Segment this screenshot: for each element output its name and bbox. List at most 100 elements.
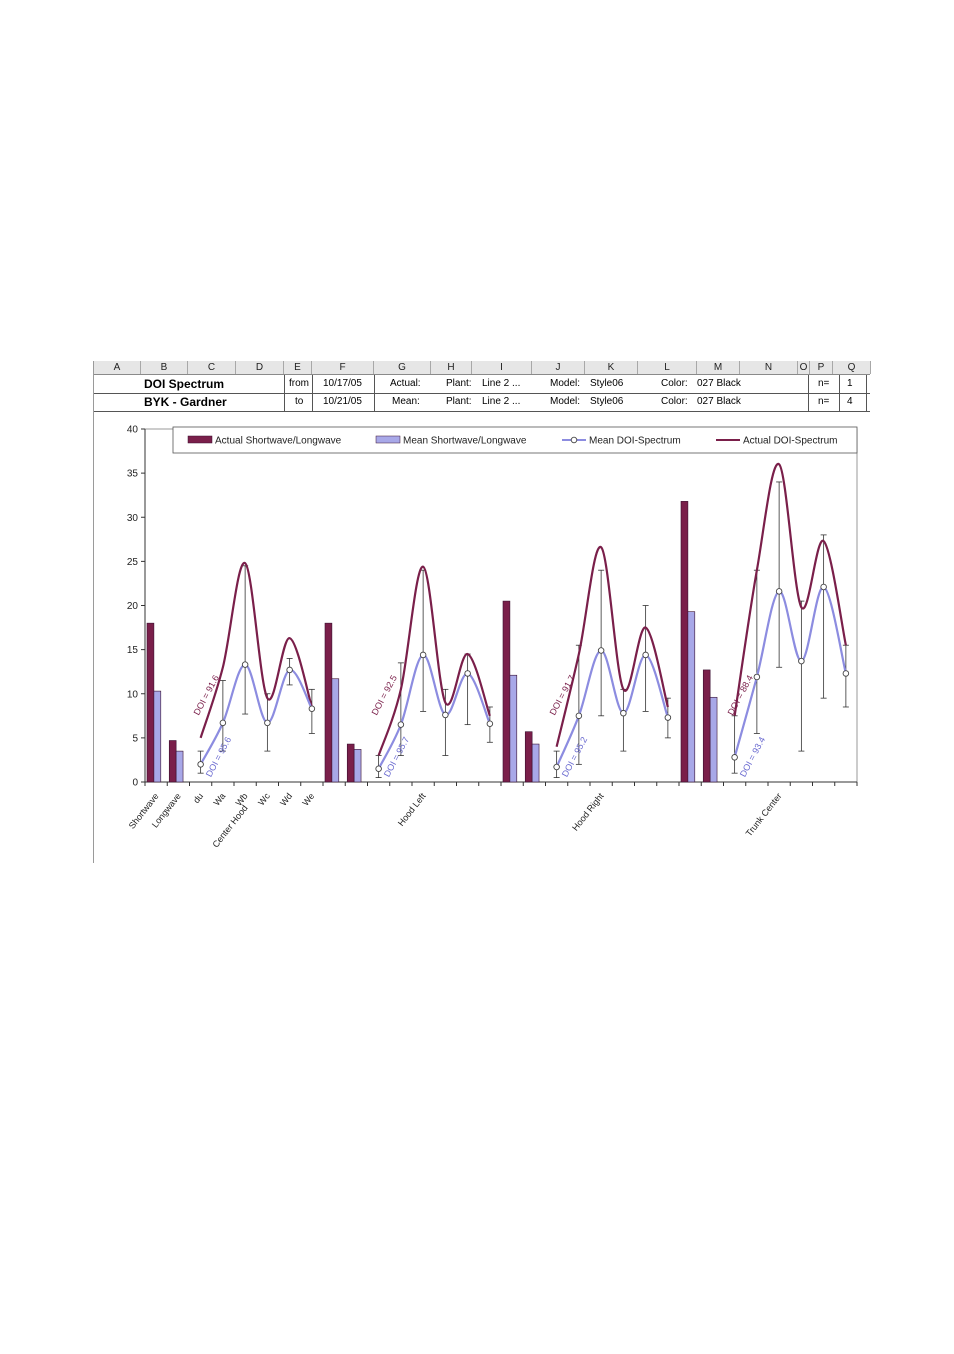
plant-value[interactable]: Line 2 ...: [482, 396, 521, 407]
x-group-label: Center Hood: [210, 803, 249, 849]
y-tick-label: 15: [127, 645, 139, 656]
type-label[interactable]: Mean:: [392, 396, 420, 407]
type-label[interactable]: Actual:: [390, 378, 421, 389]
column-header[interactable]: D: [236, 361, 284, 374]
from-label[interactable]: from: [289, 378, 309, 389]
color-value[interactable]: 027 Black: [697, 396, 741, 407]
x-tick-label: Wc: [256, 791, 272, 808]
y-tick-label: 5: [132, 733, 138, 744]
vendor-title[interactable]: BYK - Gardner: [144, 395, 227, 409]
bar-actual-longwave: [168, 740, 177, 783]
bar-mean-shortwave: [331, 678, 340, 783]
series-actual-doi-spectrum: [733, 463, 847, 716]
point-mean-doi-spectrum: [575, 712, 583, 720]
bar-actual-shortwave: [324, 622, 333, 783]
bar-mean-longwave: [709, 696, 718, 783]
legend-swatch: [187, 435, 213, 444]
column-header[interactable]: K: [585, 361, 638, 374]
color-label[interactable]: Color:: [661, 378, 688, 389]
column-header[interactable]: C: [188, 361, 236, 374]
point-mean-doi-spectrum: [219, 719, 227, 727]
column-header[interactable]: A: [94, 361, 141, 374]
plant-value[interactable]: Line 2 ...: [482, 378, 521, 389]
model-label[interactable]: Model:: [550, 396, 581, 407]
from-date[interactable]: 10/17/05: [323, 378, 362, 389]
y-tick-label: 10: [127, 689, 139, 700]
point-mean-doi-spectrum: [798, 657, 805, 665]
n-value[interactable]: 4: [847, 396, 853, 407]
bar-actual-shortwave: [502, 600, 511, 783]
color-value[interactable]: 027 Black: [697, 378, 741, 389]
legend-label: Mean DOI-Spectrum: [589, 436, 681, 447]
point-mean-doi-spectrum: [197, 761, 204, 768]
point-mean-doi-spectrum: [286, 666, 293, 674]
legend-box: [172, 426, 858, 454]
y-tick-label: 40: [127, 425, 139, 436]
point-mean-doi-spectrum: [731, 754, 738, 761]
bar-mean-shortwave: [687, 611, 696, 783]
column-header[interactable]: N: [740, 361, 798, 374]
y-tick-label: 0: [132, 778, 138, 789]
doi-actual-annotation: DOI = 91.7: [548, 673, 577, 716]
plant-label[interactable]: Plant:: [446, 378, 472, 389]
column-header[interactable]: L: [638, 361, 697, 374]
point-mean-doi-spectrum: [375, 765, 382, 773]
sheet-title[interactable]: DOI Spectrum: [144, 377, 225, 391]
y-tick-label: 20: [127, 601, 139, 612]
y-tick-label: 25: [127, 557, 139, 568]
model-value[interactable]: Style06: [590, 396, 624, 407]
info-row-mean: BYK - Gardner to 10/21/05 Mean: Plant: L…: [94, 393, 870, 412]
series-actual-doi-spectrum: [199, 562, 313, 739]
series-actual-doi-spectrum: [555, 546, 669, 747]
point-mean-doi-spectrum: [419, 651, 427, 659]
point-mean-doi-spectrum: [264, 719, 271, 727]
x-tick-label: Wa: [211, 791, 227, 808]
point-mean-doi-spectrum: [486, 720, 494, 728]
column-header[interactable]: F: [312, 361, 374, 374]
column-header[interactable]: P: [810, 361, 833, 374]
model-value[interactable]: Style06: [590, 378, 624, 389]
doi-mean-annotation: DOI = 95.6: [204, 735, 233, 778]
y-tick-label: 35: [127, 469, 139, 480]
bar-actual-longwave: [702, 669, 711, 783]
x-group-label: Hood Right: [570, 791, 606, 833]
column-header[interactable]: E: [284, 361, 312, 374]
column-header[interactable]: J: [532, 361, 585, 374]
n-value[interactable]: 1: [847, 378, 853, 389]
column-header[interactable]: Q: [833, 361, 871, 374]
bar-mean-longwave: [531, 743, 540, 783]
legend-label: Mean Shortwave/Longwave: [403, 436, 527, 447]
doi-mean-annotation: DOI = 93.4: [738, 735, 767, 778]
point-mean-doi-spectrum: [464, 670, 471, 677]
to-date[interactable]: 10/21/05: [323, 396, 362, 407]
column-header[interactable]: M: [697, 361, 740, 374]
point-mean-doi-spectrum: [664, 714, 672, 721]
column-header[interactable]: B: [141, 361, 188, 374]
plant-label[interactable]: Plant:: [446, 396, 472, 407]
bar-actual-longwave: [524, 731, 533, 783]
y-tick-label: 30: [127, 513, 139, 524]
bar-mean-shortwave: [509, 674, 518, 783]
point-mean-doi-spectrum: [308, 705, 316, 713]
bar-actual-shortwave: [146, 622, 155, 783]
point-mean-doi-spectrum: [597, 647, 605, 654]
doi-actual-annotation: DOI = 91.6: [192, 673, 221, 716]
model-label[interactable]: Model:: [550, 378, 581, 389]
to-label[interactable]: to: [295, 396, 304, 407]
bar-mean-longwave: [353, 749, 362, 783]
point-mean-doi-spectrum: [553, 763, 560, 771]
point-mean-doi-spectrum: [753, 673, 761, 681]
color-label[interactable]: Color:: [661, 396, 688, 407]
column-header[interactable]: H: [431, 361, 472, 374]
info-row-actual: DOI Spectrum from 10/17/05 Actual: Plant…: [94, 375, 870, 394]
bar-mean-shortwave: [153, 690, 162, 783]
doi-mean-annotation: DOI = 95.2: [560, 735, 589, 778]
column-header[interactable]: I: [472, 361, 532, 374]
point-mean-doi-spectrum: [620, 709, 627, 717]
n-label[interactable]: n=: [818, 378, 830, 389]
legend-marker: [570, 436, 578, 444]
n-label[interactable]: n=: [818, 396, 830, 407]
column-header[interactable]: O: [798, 361, 810, 374]
column-header[interactable]: G: [374, 361, 431, 374]
